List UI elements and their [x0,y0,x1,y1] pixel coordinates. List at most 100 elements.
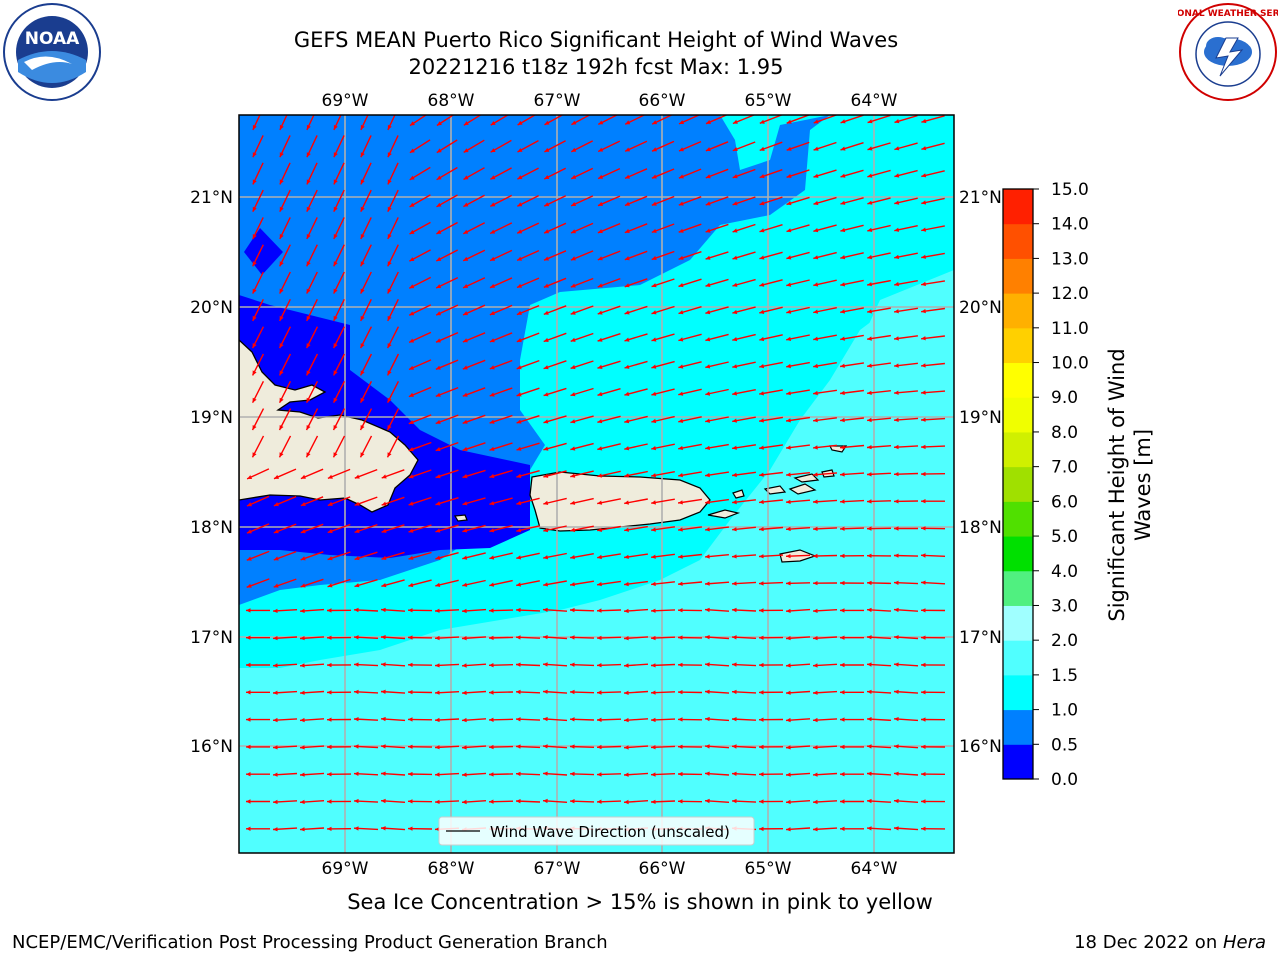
wind-arrow-head [786,499,791,504]
colorbar-tick-label: 3.0 [1051,596,1078,616]
lon-labels-bottom: 69°W 68°W 67°W 66°W 65°W 64°W [322,859,898,879]
wind-arrow-head [408,474,414,479]
wind-arrow-head [652,147,657,152]
wind-arrow-head [786,608,791,613]
wind-arrow-head [327,772,332,777]
wind-arrow-head [867,580,872,586]
wind-arrow-head [732,228,738,233]
wind-arrow-head [867,336,872,341]
lon-label: 67°W [534,859,581,879]
wind-arrow-head [381,607,386,613]
wind-arrow-head [246,662,251,668]
wind-arrow-head [544,202,550,207]
wind-arrow-head [624,717,629,723]
colorbar-tick-label: 1.5 [1051,666,1078,686]
wind-arrow-head [705,744,710,749]
wind-arrow-head [894,662,899,667]
wind-arrow-head [408,771,413,777]
wind-arrow-head [273,608,278,613]
wind-arrow-head [786,309,792,314]
wind-arrow-head [300,529,306,534]
wind-arrow-head [921,118,927,124]
wind-arrow-head [360,179,365,185]
wind-arrow-head [786,472,791,477]
wind-arrow-head [759,608,764,613]
wind-arrow-head [732,282,738,287]
wind-arrow-head [490,283,495,288]
wind-arrow-head [354,635,359,640]
wind-arrow-head [570,446,576,451]
wind-arrow-head [867,771,872,776]
wind-arrow-head [894,309,899,314]
wind-arrow-head [300,608,305,613]
wind-arrow-head [252,124,257,130]
wind-arrow-head [306,315,311,321]
wind-arrow-head [246,799,251,804]
wind-arrow-head [489,772,494,777]
colorbar-tick-label: 6.0 [1051,492,1078,512]
wind-arrow-head [300,474,306,479]
wind-arrow-head [387,370,392,376]
wind-arrow-head [813,255,819,260]
wind-arrow-head [517,256,523,261]
wind-arrow-head [597,283,603,288]
wind-arrow-head [252,370,257,376]
wind-arrow-head [921,499,926,504]
wind-arrow-head [759,255,765,260]
wind-arrow-head [678,744,683,749]
wind-arrow-head [894,580,899,585]
wind-arrow-head [894,200,900,205]
wind-arrow-head [543,473,549,478]
legend-label: Wind Wave Direction (unscaled) [490,823,730,841]
wind-arrow-head [408,528,414,533]
wind-arrow-head [705,418,710,423]
wind-arrow-head [840,119,846,124]
wind-arrow-head [894,173,900,178]
wind-arrow-head [894,553,899,558]
wind-arrow-head [381,501,387,506]
wind-arrow-head [408,717,413,722]
wind-arrow-head [436,284,442,288]
wind-arrow-head [570,717,575,722]
wind-arrow-head [651,690,656,695]
wind-arrow-head [759,826,764,832]
wind-arrow-head [489,555,495,560]
wind-arrow-head [516,717,521,722]
wind-arrow-head [759,336,765,342]
wind-arrow-head [435,690,440,695]
wind-arrow-head [570,527,576,533]
wind-arrow-head [543,392,549,397]
wind-arrow-head [813,282,819,287]
wind-arrow-head [570,771,575,777]
wind-arrow-head [516,662,521,667]
wind-arrow-head [678,608,683,613]
colorbar-title: Significant Height of Wind Waves [m] [1105,348,1155,621]
wind-arrow-head [435,392,441,397]
wind-arrow-head [333,452,338,458]
wind-arrow-head [597,500,603,505]
wind-arrow-head [759,146,765,151]
wind-arrow-head [651,745,656,750]
wind-arrow-head [813,581,818,586]
wind-arrow-head [543,662,548,667]
wind-arrow-head [408,635,413,640]
wind-arrow-head [813,472,818,477]
wind-arrow-head [273,636,278,641]
wind-arrow-head [570,473,576,478]
wind-arrow-head [597,608,602,613]
wind-arrow-head [732,798,737,804]
wind-arrow-head [921,363,926,368]
wind-arrow-head [867,689,872,694]
wind-arrow-head [360,397,365,403]
colorbar-tick-label: 14.0 [1051,215,1089,235]
wind-arrow-head [921,444,926,450]
wind-arrow-head [360,452,365,458]
lon-label: 66°W [639,91,686,111]
wind-arrow-head [463,284,469,288]
wind-arrow-head [759,472,764,477]
wind-arrow-head [544,120,550,125]
wind-arrow-head [463,202,469,207]
colorbar-tick-label: 15.0 [1051,180,1089,200]
colorbar-segment [1003,570,1033,606]
wind-arrow-head [705,391,711,396]
